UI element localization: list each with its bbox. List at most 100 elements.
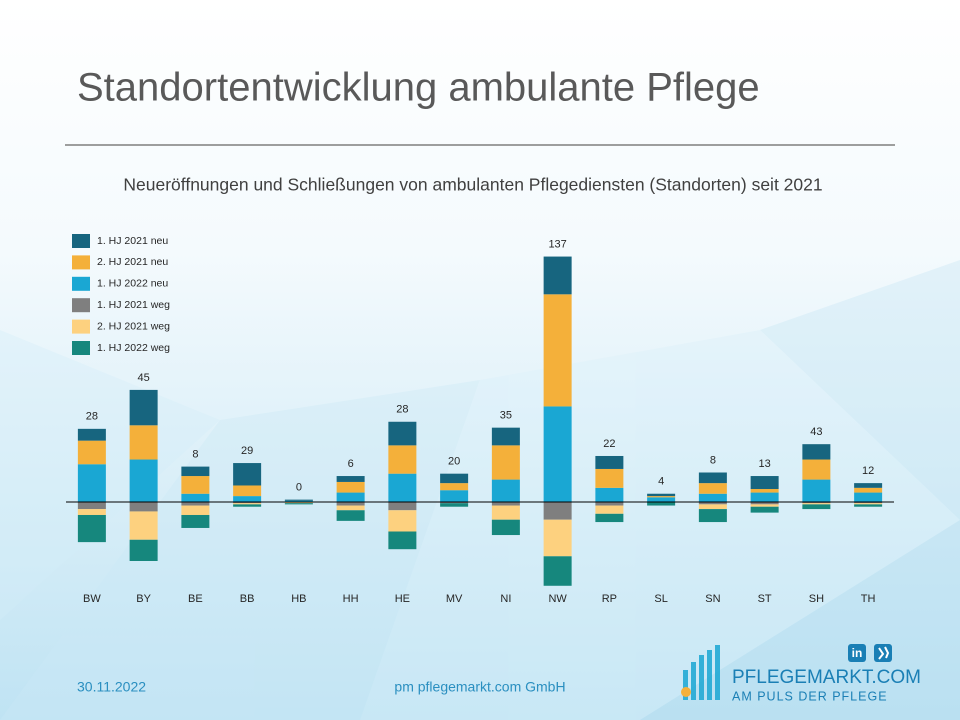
legend-label: 2. HJ 2021 weg [97,320,170,332]
x-tick-label: TH [861,593,876,605]
legend-swatch [72,234,90,248]
total-label: 22 [603,438,615,450]
bar-segment [543,519,572,557]
legend-label: 1. HJ 2022 neu [97,278,168,290]
bar-segment [750,492,779,502]
bar-segment [181,505,210,515]
x-tick-label: BB [240,593,255,605]
bar-segment [181,502,210,506]
subtitle: Neueröffnungen und Schließungen von ambu… [123,175,822,195]
bar-segment [181,493,210,502]
bar-segment [284,502,313,504]
background-shapes [0,260,960,720]
total-label: 12 [862,465,874,477]
bar-segment [802,503,831,505]
bar-segment [336,502,365,506]
bar-segment [802,502,831,504]
bar-segment [543,556,572,586]
bar-segment [388,421,417,446]
legend-swatch [72,341,90,355]
bar-segment [647,496,676,498]
legend-label: 2. HJ 2021 neu [97,256,168,268]
bar-segment [854,487,883,493]
bar-segment [129,539,158,561]
total-label: 6 [348,458,354,470]
total-label: 28 [396,404,408,416]
bar-segment [336,510,365,521]
bar-segment [181,476,210,494]
bar-segment [233,504,262,507]
legend-swatch [72,276,90,291]
bar-segment [181,466,210,477]
logo: PFLEGEMARKT.COM AM PULS DER PFLEGE in [681,644,921,703]
bar-segment [647,502,676,506]
legend-label: 1. HJ 2021 weg [97,299,170,311]
x-tick-label: BE [188,593,203,605]
bar-segment [543,502,572,520]
bar-segment [854,503,883,505]
total-label: 8 [710,454,716,466]
footer-date: 30.11.2022 [77,679,146,695]
bar-segment [440,490,469,502]
bar-segment [854,483,883,488]
bar-segment [181,514,210,528]
plot: 28 BW 45 BY 8 BE 29 BB 0 HB 6 HH 28 HE 20 MV 35 NI 137 NW 22… [66,238,894,605]
x-tick-label: HB [291,593,306,605]
bar-segment [698,502,727,505]
x-tick-label: ST [758,593,772,605]
total-label: 29 [241,445,253,457]
bar-segment [440,503,469,507]
bar-segment [802,479,831,502]
bar-segment [77,428,106,441]
bar-segment [802,444,831,460]
bar-segment [388,531,417,550]
bar-segment [129,511,158,540]
bar-segment [491,479,520,502]
bar-segment [129,502,158,512]
bar-segment [336,476,365,482]
bar-segment [750,476,779,490]
bar-segment [698,493,727,502]
bar-segment [698,472,727,484]
total-label: 8 [192,449,198,461]
total-label: 13 [759,458,771,470]
bar-segment [750,504,779,507]
bar-segment [129,459,158,502]
footer-company: pm pflegemarkt.com GmbH [394,679,565,695]
title: Standortentwicklung ambulante Pflege [77,66,760,110]
bar-segment [284,500,313,502]
bar-segment [388,473,417,502]
logo-bars [683,645,720,700]
x-tick-label: NI [500,593,511,605]
bar-segment [543,256,572,295]
x-tick-label: BW [83,593,101,605]
bar-segment [388,445,417,474]
linkedin-icon[interactable] [848,644,866,662]
bar-segment [77,514,106,543]
bar-segment [750,502,779,505]
x-tick-label: NW [548,593,567,605]
bar-segment [595,513,624,523]
total-label: 4 [658,476,664,488]
bar-segment [77,502,106,510]
logo-tagline: AM PULS DER PFLEGE [732,689,888,703]
bar-segment [543,406,572,502]
logo-name: PFLEGEMARKT.COM [732,667,921,688]
bar-segment [854,492,883,502]
bar-segment [440,502,469,504]
bar-segment [77,464,106,502]
bar-segment [233,496,262,502]
bar-segment [750,489,779,493]
x-tick-label: HH [343,593,359,605]
bar-segment [595,502,624,506]
bar-segment [233,502,262,504]
logo-dot [681,687,691,697]
x-tick-label: SH [809,593,824,605]
bar-segment [233,503,262,505]
bar-segment [233,463,262,486]
bar-segment [77,509,106,515]
x-tick-label: RP [602,593,617,605]
legend-swatch [72,255,90,270]
total-label: 45 [138,372,150,384]
